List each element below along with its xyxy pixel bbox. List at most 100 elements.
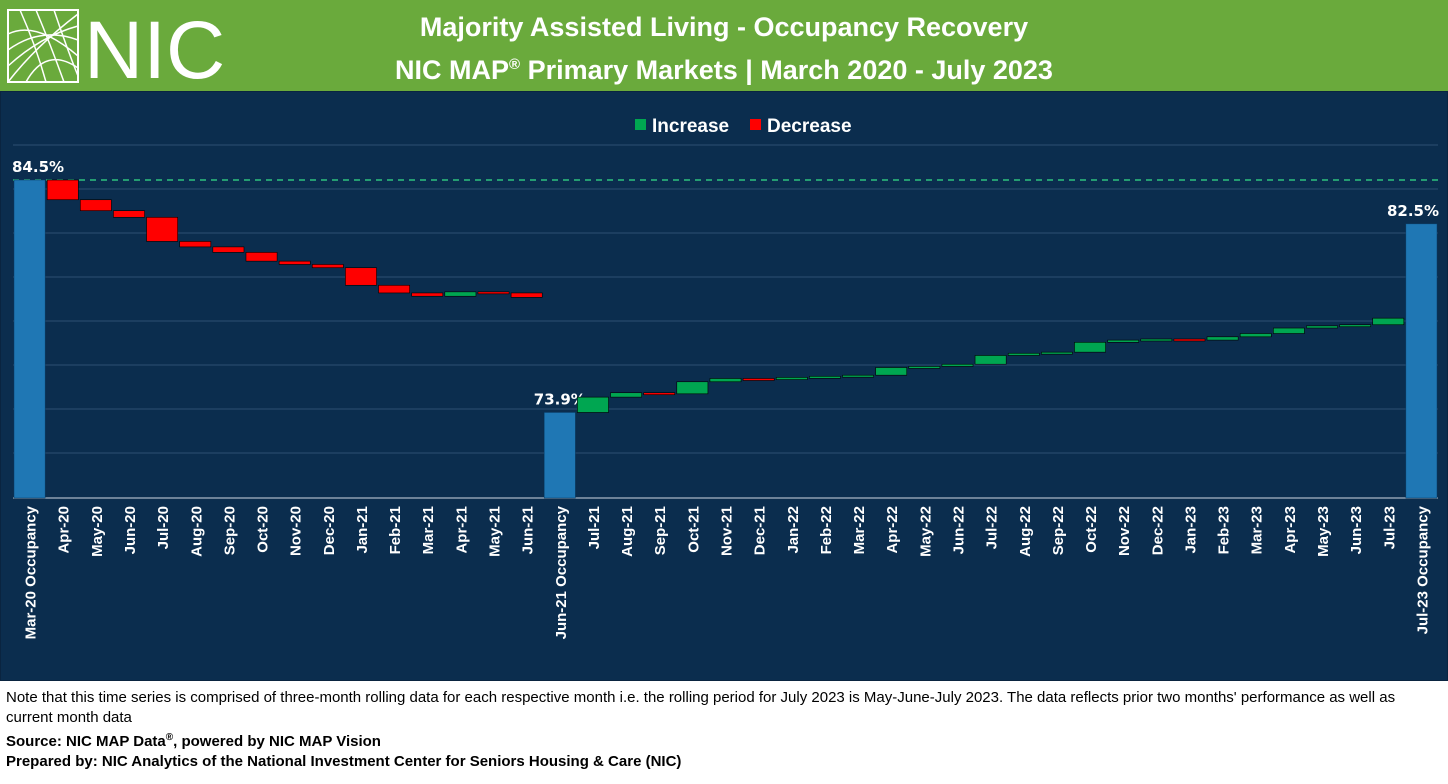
increase-bar	[1140, 338, 1173, 342]
x-tick-label: Sep-21	[652, 506, 669, 555]
increase-bar	[1206, 336, 1239, 341]
waterfall-chart: Increase Decrease 84.5% Mar-20 Occupancy Apr…	[0, 91, 1448, 681]
x-tick-label: Apr-21	[453, 506, 470, 554]
x-tick-label: Oct-21	[685, 506, 702, 553]
x-tick-label: Jul-23 Occupancy	[1414, 505, 1431, 634]
x-tick-label: Mar-20 Occupancy	[23, 505, 40, 639]
chart-header: NIC Majority Assisted Living - Occupancy…	[0, 0, 1448, 92]
x-tick-label: May-21	[487, 506, 504, 557]
x-tick-label: Sep-22	[1050, 506, 1067, 555]
increase-bar	[809, 375, 841, 379]
waterfall-chart-svg: Increase Decrease 84.5% Mar-20 Occupancy Apr…	[12, 116, 1439, 639]
decrease-bar	[146, 216, 178, 242]
x-tick-label: Aug-21	[619, 506, 636, 557]
x-tick-label: Mar-23	[1249, 506, 1266, 554]
x-tick-label: Oct-22	[1083, 506, 1100, 553]
increase-bar	[1074, 341, 1106, 353]
increase-bar	[1107, 339, 1140, 343]
legend-increase-label: Increase	[652, 116, 729, 137]
x-tick-label: Jan-22	[785, 506, 802, 554]
x-tick-label: Apr-23	[1282, 506, 1299, 554]
increase-bar	[1339, 324, 1372, 328]
x-tick-label: Feb-22	[818, 506, 835, 554]
x-tick-label: Oct-20	[255, 506, 272, 553]
total-data-label: 84.5%	[12, 158, 64, 176]
nic-logo: NIC	[7, 6, 225, 86]
chart-title: Majority Assisted Living - Occupancy Rec…	[300, 8, 1148, 89]
increase-bar	[1306, 325, 1338, 329]
x-tick-label: Nov-21	[719, 506, 736, 556]
increase-bar	[444, 291, 477, 297]
x-tick-label: May-23	[1315, 506, 1332, 557]
increase-bar	[1007, 352, 1040, 356]
legend-decrease-swatch	[750, 119, 761, 130]
x-tick-label: Mar-21	[420, 506, 437, 554]
increase-bar	[1041, 351, 1073, 355]
x-tick-label: May-20	[89, 506, 106, 557]
decrease-bar	[79, 199, 112, 212]
nic-logo-globe-icon	[7, 9, 79, 83]
x-tick-label: Jun-21 Occupancy	[553, 505, 570, 639]
x-tick-label: Aug-22	[1017, 506, 1034, 557]
x-tick-label: May-22	[917, 506, 934, 557]
decrease-bar	[1173, 338, 1206, 342]
chart-notes: Note that this time series is comprised …	[6, 688, 1442, 772]
x-tick-label: Jan-21	[354, 506, 371, 554]
decrease-bar	[643, 392, 676, 396]
increase-bar	[875, 367, 908, 376]
increase-bar	[941, 363, 974, 367]
x-tick-label: Sep-20	[221, 506, 238, 555]
increase-bar	[842, 374, 874, 378]
x-tick-label: Apr-22	[884, 506, 901, 554]
increase-bar	[908, 366, 941, 369]
x-tick-label: Dec-20	[321, 506, 338, 555]
legend-decrease-label: Decrease	[767, 116, 852, 137]
decrease-bar	[278, 260, 311, 265]
total-data-label: 82.5%	[1387, 202, 1439, 220]
x-tick-label: Dec-22	[1149, 506, 1166, 555]
total-data-label: 73.9%	[534, 390, 586, 408]
x-tick-label: Jul-20	[155, 506, 172, 549]
x-tick-label: Jun-22	[950, 506, 967, 554]
x-tick-label: Nov-22	[1116, 506, 1133, 556]
decrease-bar	[113, 210, 145, 218]
x-tick-label: Dec-21	[752, 506, 769, 555]
decrease-bar	[212, 246, 245, 253]
decrease-bar	[378, 284, 410, 294]
x-tick-label: Jun-21	[520, 506, 537, 554]
total-bar	[13, 179, 46, 499]
x-tick-label: Apr-20	[56, 506, 73, 554]
x-tick-label: Feb-23	[1216, 506, 1233, 554]
title-line-1: Majority Assisted Living - Occupancy Rec…	[419, 12, 1029, 42]
x-tick-label: Jul-23	[1381, 506, 1398, 549]
prepared-by-line: Prepared by: NIC Analytics of the Nation…	[6, 753, 682, 770]
x-tick-label: Jun-23	[1348, 506, 1365, 554]
nic-logo-text: NIC	[84, 6, 225, 86]
increase-bar	[775, 377, 808, 380]
decrease-bar	[477, 291, 510, 295]
increase-bar	[610, 392, 642, 398]
increase-bar	[1239, 333, 1272, 338]
x-tick-label: Feb-21	[387, 506, 404, 554]
total-bar	[1405, 223, 1438, 499]
x-tick-label: Jan-23	[1182, 506, 1199, 554]
x-tick-label: Aug-20	[188, 506, 205, 557]
decrease-bar	[742, 378, 775, 381]
decrease-bar	[345, 267, 377, 286]
source-line: Source: NIC MAP Data®, powered by NIC MA…	[6, 732, 381, 750]
decrease-bar	[46, 179, 79, 201]
title-line-2: NIC MAP® Primary Markets | March 2020 - …	[395, 55, 1053, 85]
increase-bar	[676, 381, 709, 395]
legend-increase-swatch	[635, 119, 646, 130]
methodology-note: Note that this time series is comprised …	[6, 689, 1396, 726]
decrease-bar	[411, 292, 444, 297]
decrease-bar	[311, 264, 344, 269]
increase-bar	[577, 396, 609, 413]
x-tick-label: Jul-21	[586, 506, 603, 549]
x-tick-label: Jul-22	[984, 506, 1001, 549]
increase-bar	[974, 355, 1007, 365]
decrease-bar	[179, 241, 212, 248]
increase-bar	[1372, 317, 1405, 326]
x-tick-label: Mar-22	[851, 506, 868, 554]
decrease-bar	[510, 292, 543, 298]
